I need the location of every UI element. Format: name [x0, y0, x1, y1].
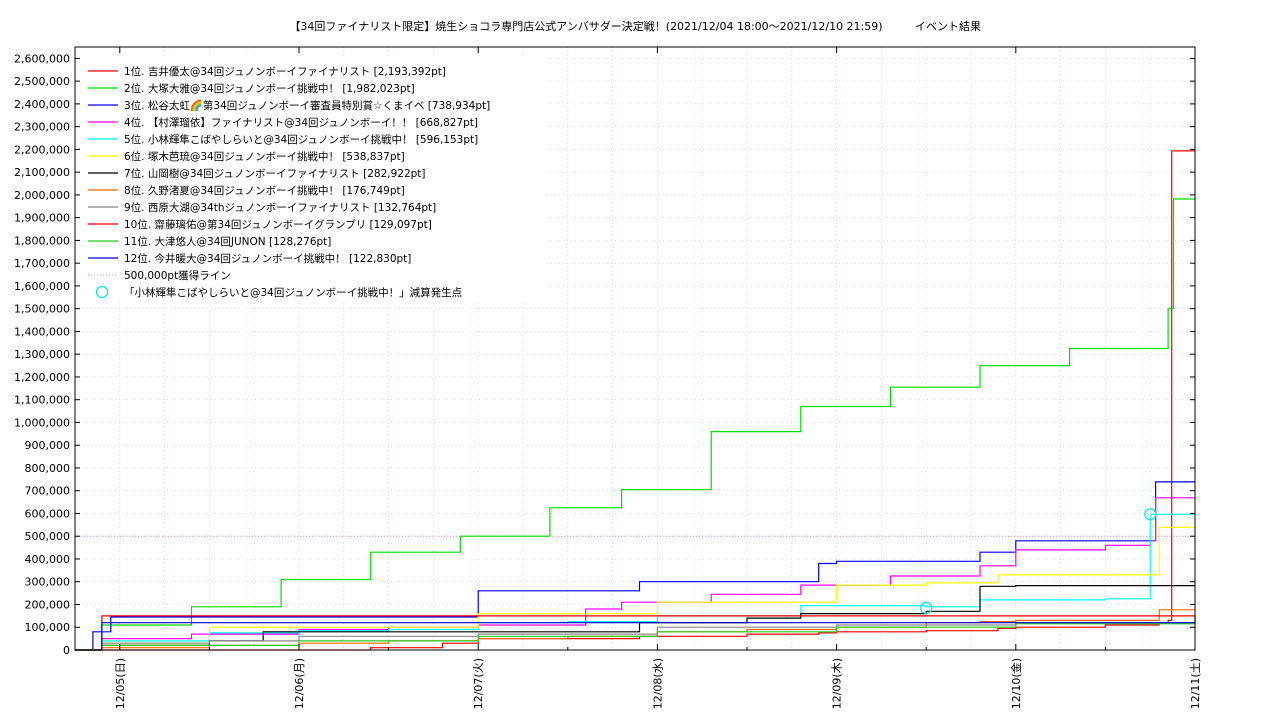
legend-label-10: 10位. 齋藤璃佑@第34回ジュノンボーイグランプリ [129,097pt]	[124, 218, 432, 231]
legend-label-threshold: 500,000pt獲得ライン	[124, 269, 231, 282]
x-tick-label: 12/10(金)	[1009, 658, 1023, 709]
y-tick-label: 400,000	[25, 553, 71, 566]
legend-label-11: 11位. 大津悠人@34回JUNON [128,276pt]	[124, 235, 331, 248]
x-axis: 12/05(日) 12/06(月) 12/07(火) 12/08(水) 12/09(木)…	[114, 47, 1202, 709]
x-tick-label: 12/08(水)	[651, 658, 664, 709]
y-tick-label: 600,000	[25, 507, 71, 520]
legend-label-6: 6位. 塚木芭琉@34回ジュノンボーイ挑戦中！ [538,837pt]	[124, 150, 405, 163]
y-tick-label: 2,200,000	[14, 143, 70, 156]
legend-label-5: 5位. 小林輝隼こばやしらいと@34回ジュノンボーイ挑戦中！ [596,153p…	[124, 133, 478, 146]
legend: 1位. 吉井優太@34回ジュノンボーイファイナリスト [2,193,392pt]…	[82, 58, 544, 303]
series-line-12	[75, 622, 1196, 651]
y-tick-label: 1,100,000	[14, 394, 70, 407]
legend-label-3: 3位. 松谷太虹🌈第34回ジュノンボーイ審査員特別賞☆くまイベ [738,934…	[124, 99, 490, 112]
y-tick-label: 1,900,000	[14, 212, 70, 225]
x-tick-label: 12/06(月)	[293, 658, 306, 709]
y-tick-label: 2,100,000	[14, 166, 70, 179]
legend-swatch-marker	[95, 285, 109, 299]
y-tick-label: 2,400,000	[14, 98, 70, 111]
markers-group	[920, 508, 1157, 615]
legend-label-marker: 「小林輝隼こばやしらいと@34回ジュノンボーイ挑戦中！」減算発生点	[124, 286, 462, 299]
y-tick-label: 1,300,000	[14, 348, 70, 361]
y-tick-label: 1,600,000	[14, 280, 70, 293]
y-tick-label: 100,000	[25, 621, 71, 634]
x-tick-label: 12/07(火)	[472, 658, 485, 709]
y-axis: 0 100,000 200,000 300,000 400,000 500,000 600,…	[14, 52, 1195, 657]
legend-label-1: 1位. 吉井優太@34回ジュノンボーイファイナリスト [2,193,392pt]	[124, 65, 446, 78]
y-tick-label: 1,700,000	[14, 257, 70, 270]
legend-label-2: 2位. 大塚大雅@34回ジュノンボーイ挑戦中！ [1,982,023pt]	[124, 82, 415, 95]
y-tick-label: 300,000	[25, 576, 71, 589]
legend-label-4: 4位. 【村澤瑠依】ファイナリスト@34回ジュノンボーイ！！ [668,827p…	[124, 116, 478, 129]
y-tick-label: 1,000,000	[14, 416, 70, 429]
x-tick-label: 12/11(土)	[1189, 658, 1202, 709]
series-group	[75, 150, 1196, 651]
y-tick-label: 700,000	[25, 485, 71, 498]
y-tick-label: 2,500,000	[14, 75, 70, 88]
series-line-11	[75, 620, 1196, 651]
y-tick-label: 2,600,000	[14, 52, 70, 65]
legend-label-7: 7位. 山岡樹@34回ジュノンボーイファイナリスト [282,922pt]	[124, 167, 426, 180]
series-line-5	[75, 513, 1195, 651]
series-line-2	[75, 198, 1195, 651]
legend-label-12: 12位. 今井暖大@34回ジュノンボーイ挑戦中！ [122,830pt]	[124, 252, 411, 265]
y-tick-label: 1,200,000	[14, 371, 70, 384]
y-tick-label: 0	[63, 644, 70, 657]
y-tick-label: 200,000	[25, 598, 71, 611]
series-line-6	[75, 526, 1195, 651]
y-tick-label: 1,800,000	[14, 234, 70, 247]
x-tick-label: 12/05(日)	[114, 658, 127, 709]
y-tick-label: 2,000,000	[14, 189, 70, 202]
y-tick-label: 1,500,000	[14, 303, 70, 316]
y-tick-label: 800,000	[25, 462, 71, 475]
legend-label-8: 8位. 久野渚夏@34回ジュノンボーイ挑戦中！ [176,749pt]	[124, 184, 405, 197]
y-tick-label: 500,000	[25, 530, 71, 543]
chart-subtitle: イベント結果	[915, 19, 981, 33]
decrement-marker-1	[920, 601, 933, 615]
series-line-3	[75, 481, 1195, 651]
legend-background	[82, 58, 544, 303]
legend-label-9: 9位. 西原大湖@34thジュノンボーイファイナリスト [132,764pt]	[124, 201, 436, 214]
plot-frame	[74, 46, 1196, 651]
y-tick-label: 2,300,000	[14, 121, 70, 134]
y-tick-label: 900,000	[25, 439, 71, 452]
y-tick-label: 1,400,000	[14, 325, 70, 338]
decrement-marker-2	[1144, 508, 1157, 521]
x-tick-label: 12/09(木)	[831, 658, 844, 709]
chart-title: 【34回ファイナリスト限定】焼生ショコラ専門店公式アンバサダー決定戦！(2021…	[289, 19, 882, 33]
